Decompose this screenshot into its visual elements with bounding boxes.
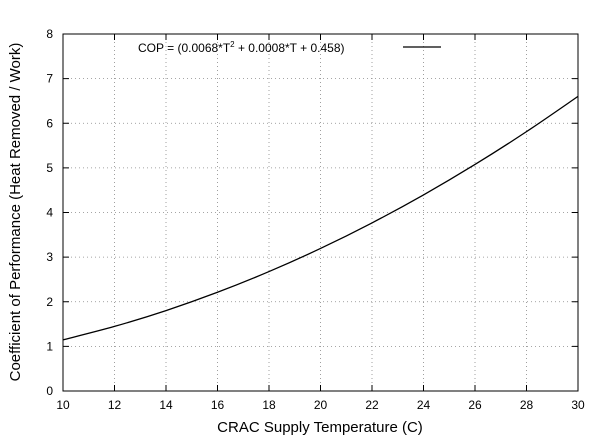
x-tick-label: 20: [314, 398, 328, 412]
x-tick-label: 12: [108, 398, 122, 412]
legend-label-suffix: + 0.0008*T + 0.458): [235, 41, 345, 55]
x-tick-labels: 10 12 14 16 18 20 22 24 26 28 30: [56, 398, 585, 412]
y-tick-label: 8: [46, 27, 53, 41]
x-tick-label: 26: [468, 398, 482, 412]
x-axis-label: CRAC Supply Temperature (C): [217, 419, 423, 436]
y-tick-label: 7: [46, 72, 53, 86]
y-tick-label: 2: [46, 295, 53, 309]
x-tick-label: 16: [211, 398, 225, 412]
legend: COP = (0.0068*T2 + 0.0008*T + 0.458): [138, 40, 441, 55]
y-axis-label: Coefficient of Performance (Heat Removed…: [7, 43, 24, 382]
x-tick-label: 28: [520, 398, 534, 412]
x-tick-label: 22: [365, 398, 379, 412]
y-tick-label: 5: [46, 161, 53, 175]
grid: [63, 34, 578, 391]
axis-ticks: [63, 34, 578, 391]
x-tick-label: 24: [417, 398, 431, 412]
legend-label: COP = (0.0068*T2 + 0.0008*T + 0.458): [138, 40, 345, 55]
y-tick-label: 6: [46, 116, 53, 130]
legend-label-prefix: COP = (0.0068*T: [138, 41, 231, 55]
y-tick-label: 1: [46, 339, 53, 353]
x-tick-label: 14: [159, 398, 173, 412]
x-tick-label: 10: [56, 398, 70, 412]
plot-area-frame: [63, 34, 578, 391]
x-tick-label: 30: [571, 398, 585, 412]
x-tick-label: 18: [262, 398, 276, 412]
y-tick-label: 3: [46, 250, 53, 264]
y-tick-labels: 0 1 2 3 4 5 6 7 8: [46, 27, 53, 398]
y-tick-label: 4: [46, 206, 53, 220]
y-tick-label: 0: [46, 384, 53, 398]
